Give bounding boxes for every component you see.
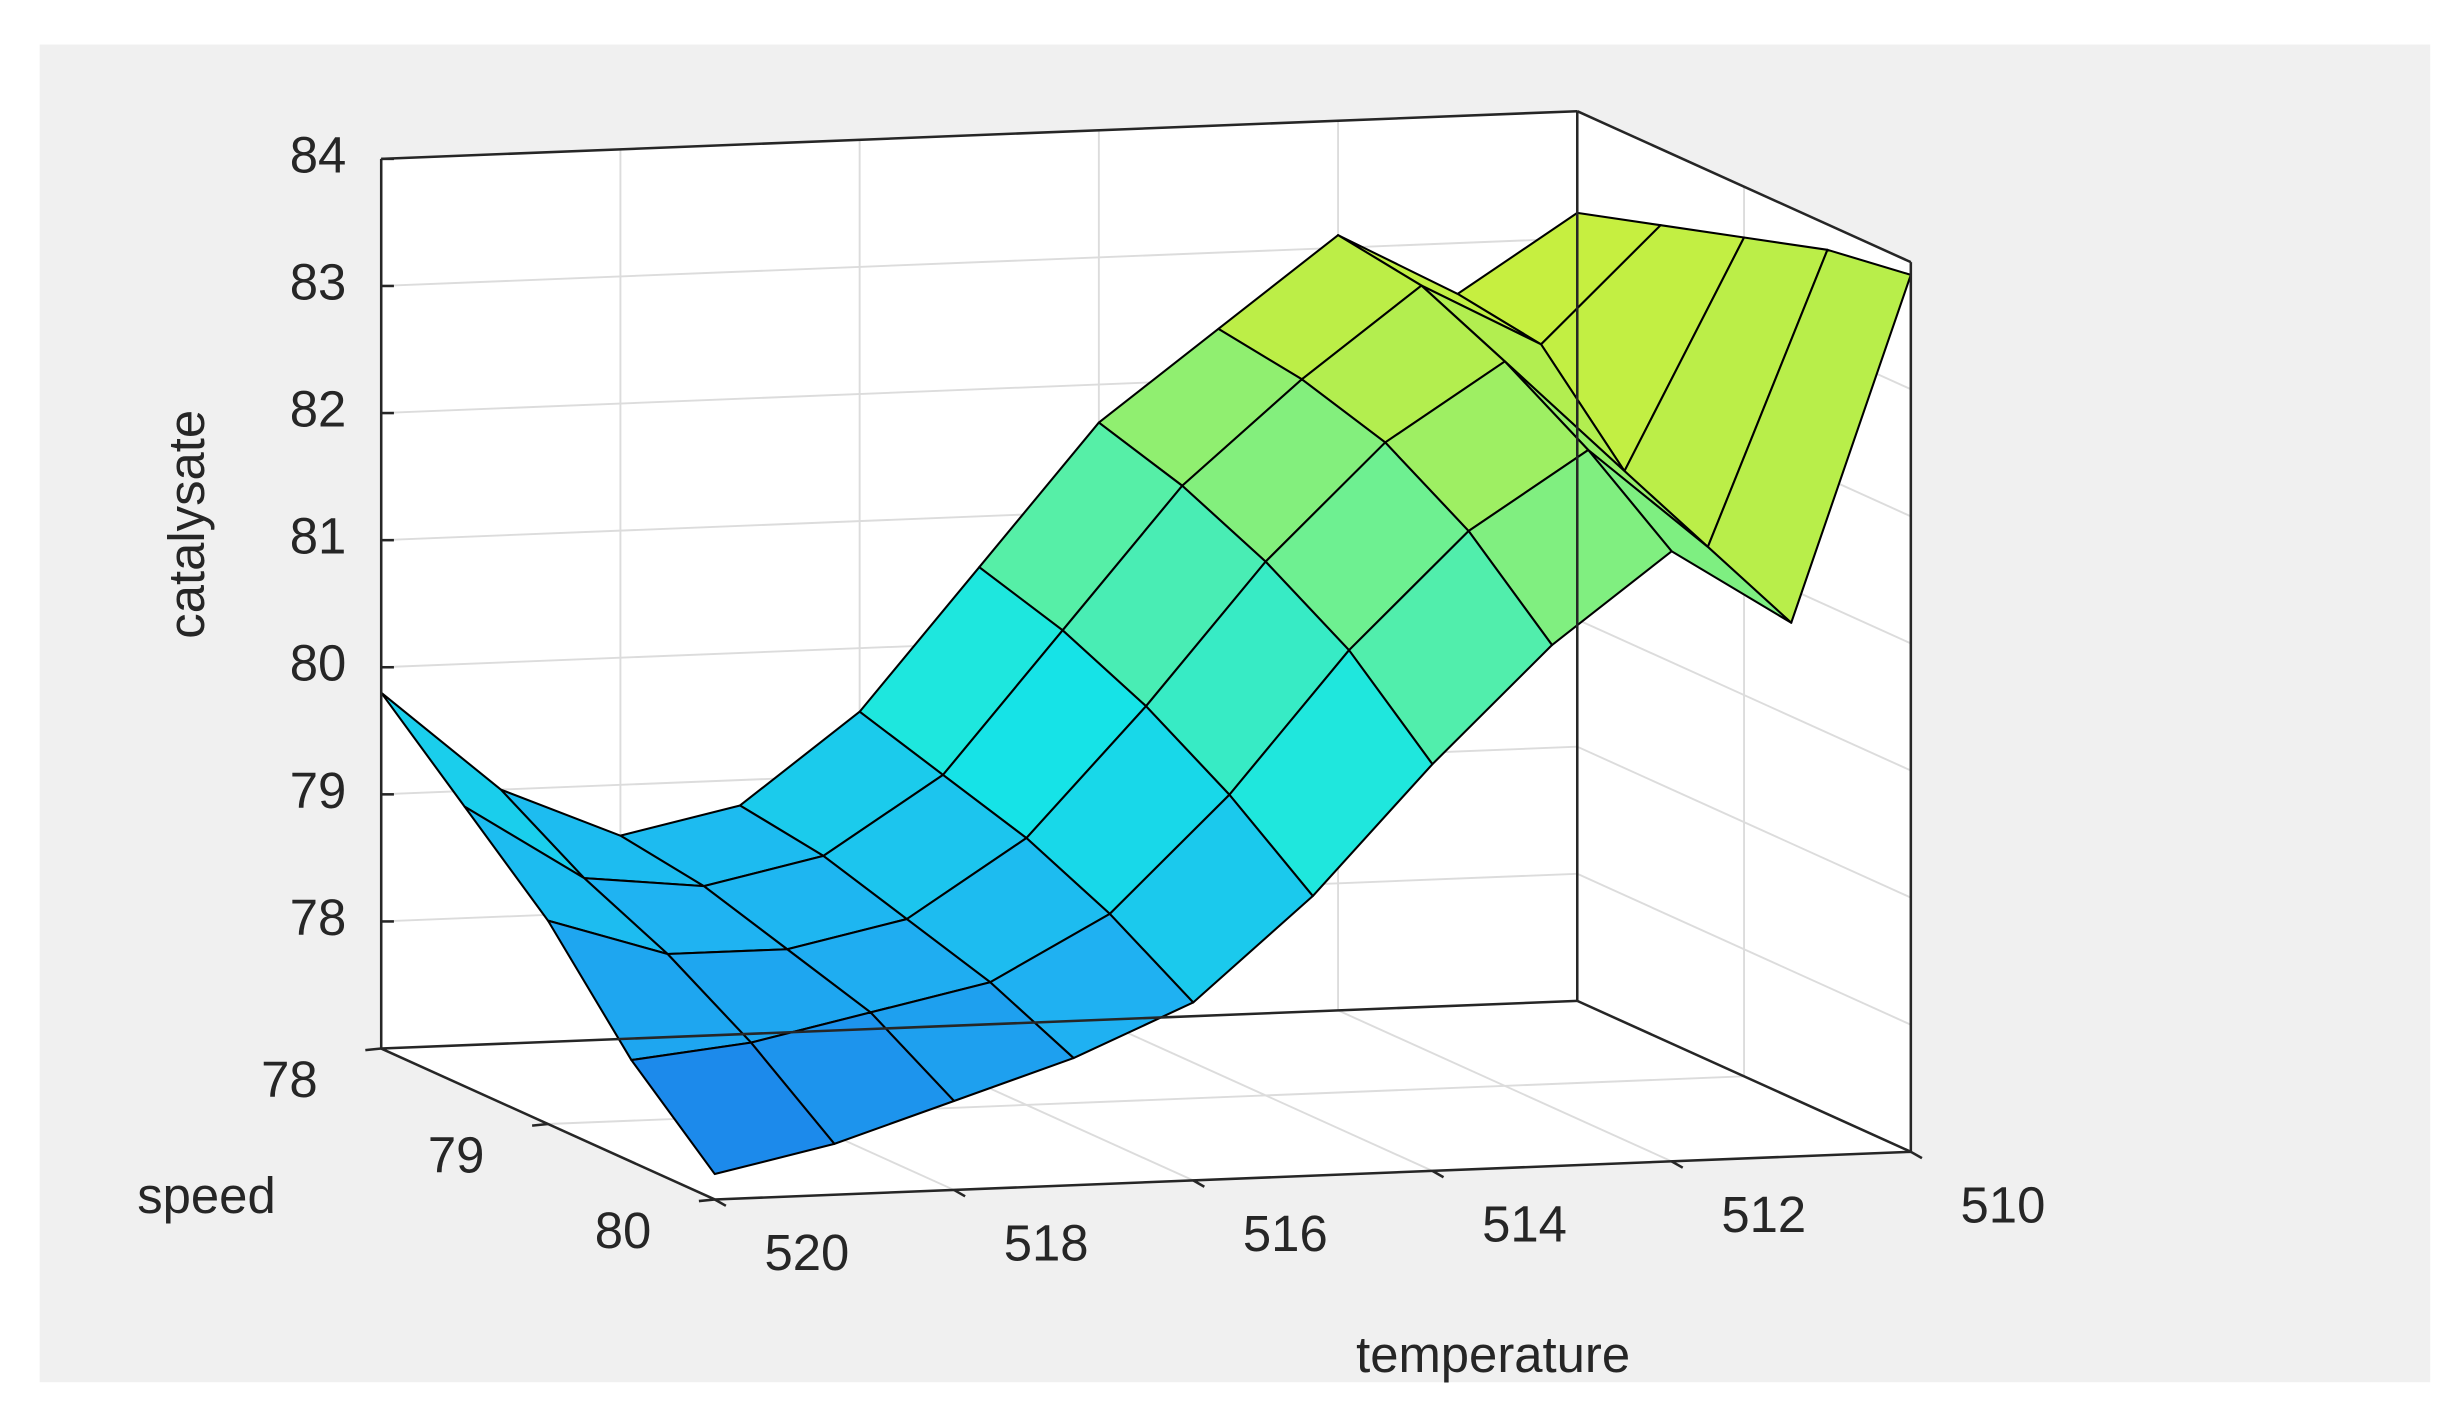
y-tick-label: 80 <box>595 1202 652 1259</box>
x-tick-label: 510 <box>1961 1176 2046 1233</box>
x-tick-label: 518 <box>1004 1215 1089 1272</box>
axis-line <box>381 109 1578 161</box>
z-tick-label: 81 <box>290 508 347 565</box>
z-tick-label: 82 <box>290 380 347 437</box>
x-tick-label: 520 <box>764 1224 849 1281</box>
x-tick-mark <box>1431 1169 1445 1179</box>
x-tick-mark <box>1910 1150 1923 1160</box>
x-axis-label: temperature <box>1356 1326 1630 1383</box>
x-tick-mark <box>1192 1179 1205 1188</box>
z-grid-line <box>381 237 1578 287</box>
z-tick-label: 83 <box>290 253 347 310</box>
surface <box>380 211 1912 1176</box>
axis-line <box>381 999 1578 1050</box>
axis-line <box>714 1150 1911 1201</box>
x-tick-mark <box>714 1198 727 1207</box>
y-tick-label: 78 <box>261 1051 318 1108</box>
y-axis-label: speed <box>137 1167 275 1224</box>
y-tick-mark <box>698 1198 715 1203</box>
z-tick-label: 84 <box>290 126 347 183</box>
axis-line <box>1576 999 1912 1153</box>
z-axis-label: catalysate <box>158 410 215 639</box>
labels: catalysate speed temperature 78 79 80 81 82 8… <box>137 126 2045 1382</box>
z-tick-label: 80 <box>290 635 347 692</box>
y-tick-mark <box>531 1122 549 1127</box>
axis-line <box>1576 110 1912 264</box>
y-tick-mark <box>365 1047 382 1052</box>
z-tick-label: 79 <box>290 762 347 819</box>
axes-frame <box>365 109 1923 1207</box>
z-tick-label: 78 <box>290 889 347 946</box>
y-tick-label: 79 <box>428 1126 485 1183</box>
x-tick-mark <box>953 1188 966 1198</box>
x-tick-label: 512 <box>1721 1186 1806 1243</box>
x-tick-label: 516 <box>1243 1205 1328 1262</box>
surface-patch <box>630 1041 836 1176</box>
x-tick-label: 514 <box>1482 1195 1567 1252</box>
x-tick-mark <box>1670 1160 1684 1169</box>
